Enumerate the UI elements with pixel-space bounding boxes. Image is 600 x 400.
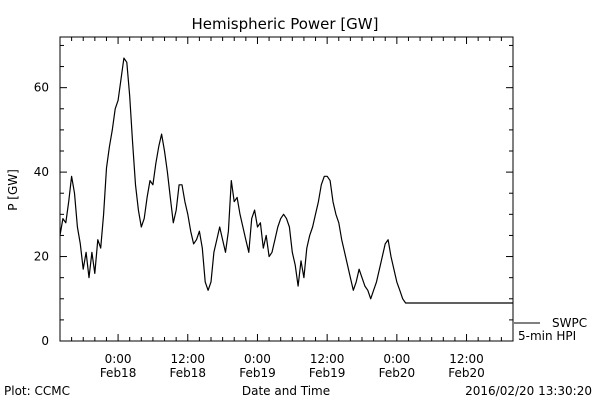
y-tick-label: 60	[34, 81, 49, 95]
y-tick-label: 40	[34, 165, 49, 179]
x-tick-date-label: Feb19	[239, 366, 276, 380]
x-tick-time-label: 12:00	[170, 352, 205, 366]
legend-label-line1: SWPC	[552, 316, 587, 330]
plot-frame	[59, 36, 514, 342]
legend-label-line2: 5-min HPI	[518, 329, 576, 343]
x-tick-time-label: 0:00	[105, 352, 132, 366]
footer-right: 2016/02/20 13:30:20	[465, 384, 592, 398]
x-tick-date-label: Feb19	[309, 366, 346, 380]
x-tick-time-label: 0:00	[383, 352, 410, 366]
series-group	[59, 57, 513, 304]
y-axis-label: P [GW]	[6, 169, 20, 211]
x-tick-time-label: 0:00	[244, 352, 271, 366]
series-line-hpi	[59, 57, 513, 304]
x-tick-date-label: Feb20	[379, 366, 416, 380]
x-tick-date-label: Feb18	[170, 366, 207, 380]
x-axis-label: Date and Time	[242, 384, 330, 398]
chart-title: Hemispheric Power [GW]	[192, 15, 379, 33]
footer-left: Plot: CCMC	[4, 384, 70, 398]
y-tick-label: 20	[34, 250, 49, 264]
x-tick-date-label: Feb20	[448, 366, 485, 380]
x-tick-date-label: Feb18	[100, 366, 137, 380]
x-axis: 0:00Feb1812:00Feb180:00Feb1912:00Feb190:…	[71, 37, 502, 380]
x-tick-time-label: 12:00	[310, 352, 345, 366]
x-tick-time-label: 12:00	[449, 352, 484, 366]
y-tick-label: 0	[41, 334, 49, 348]
y-axis: 0 20 40 60	[34, 44, 513, 348]
